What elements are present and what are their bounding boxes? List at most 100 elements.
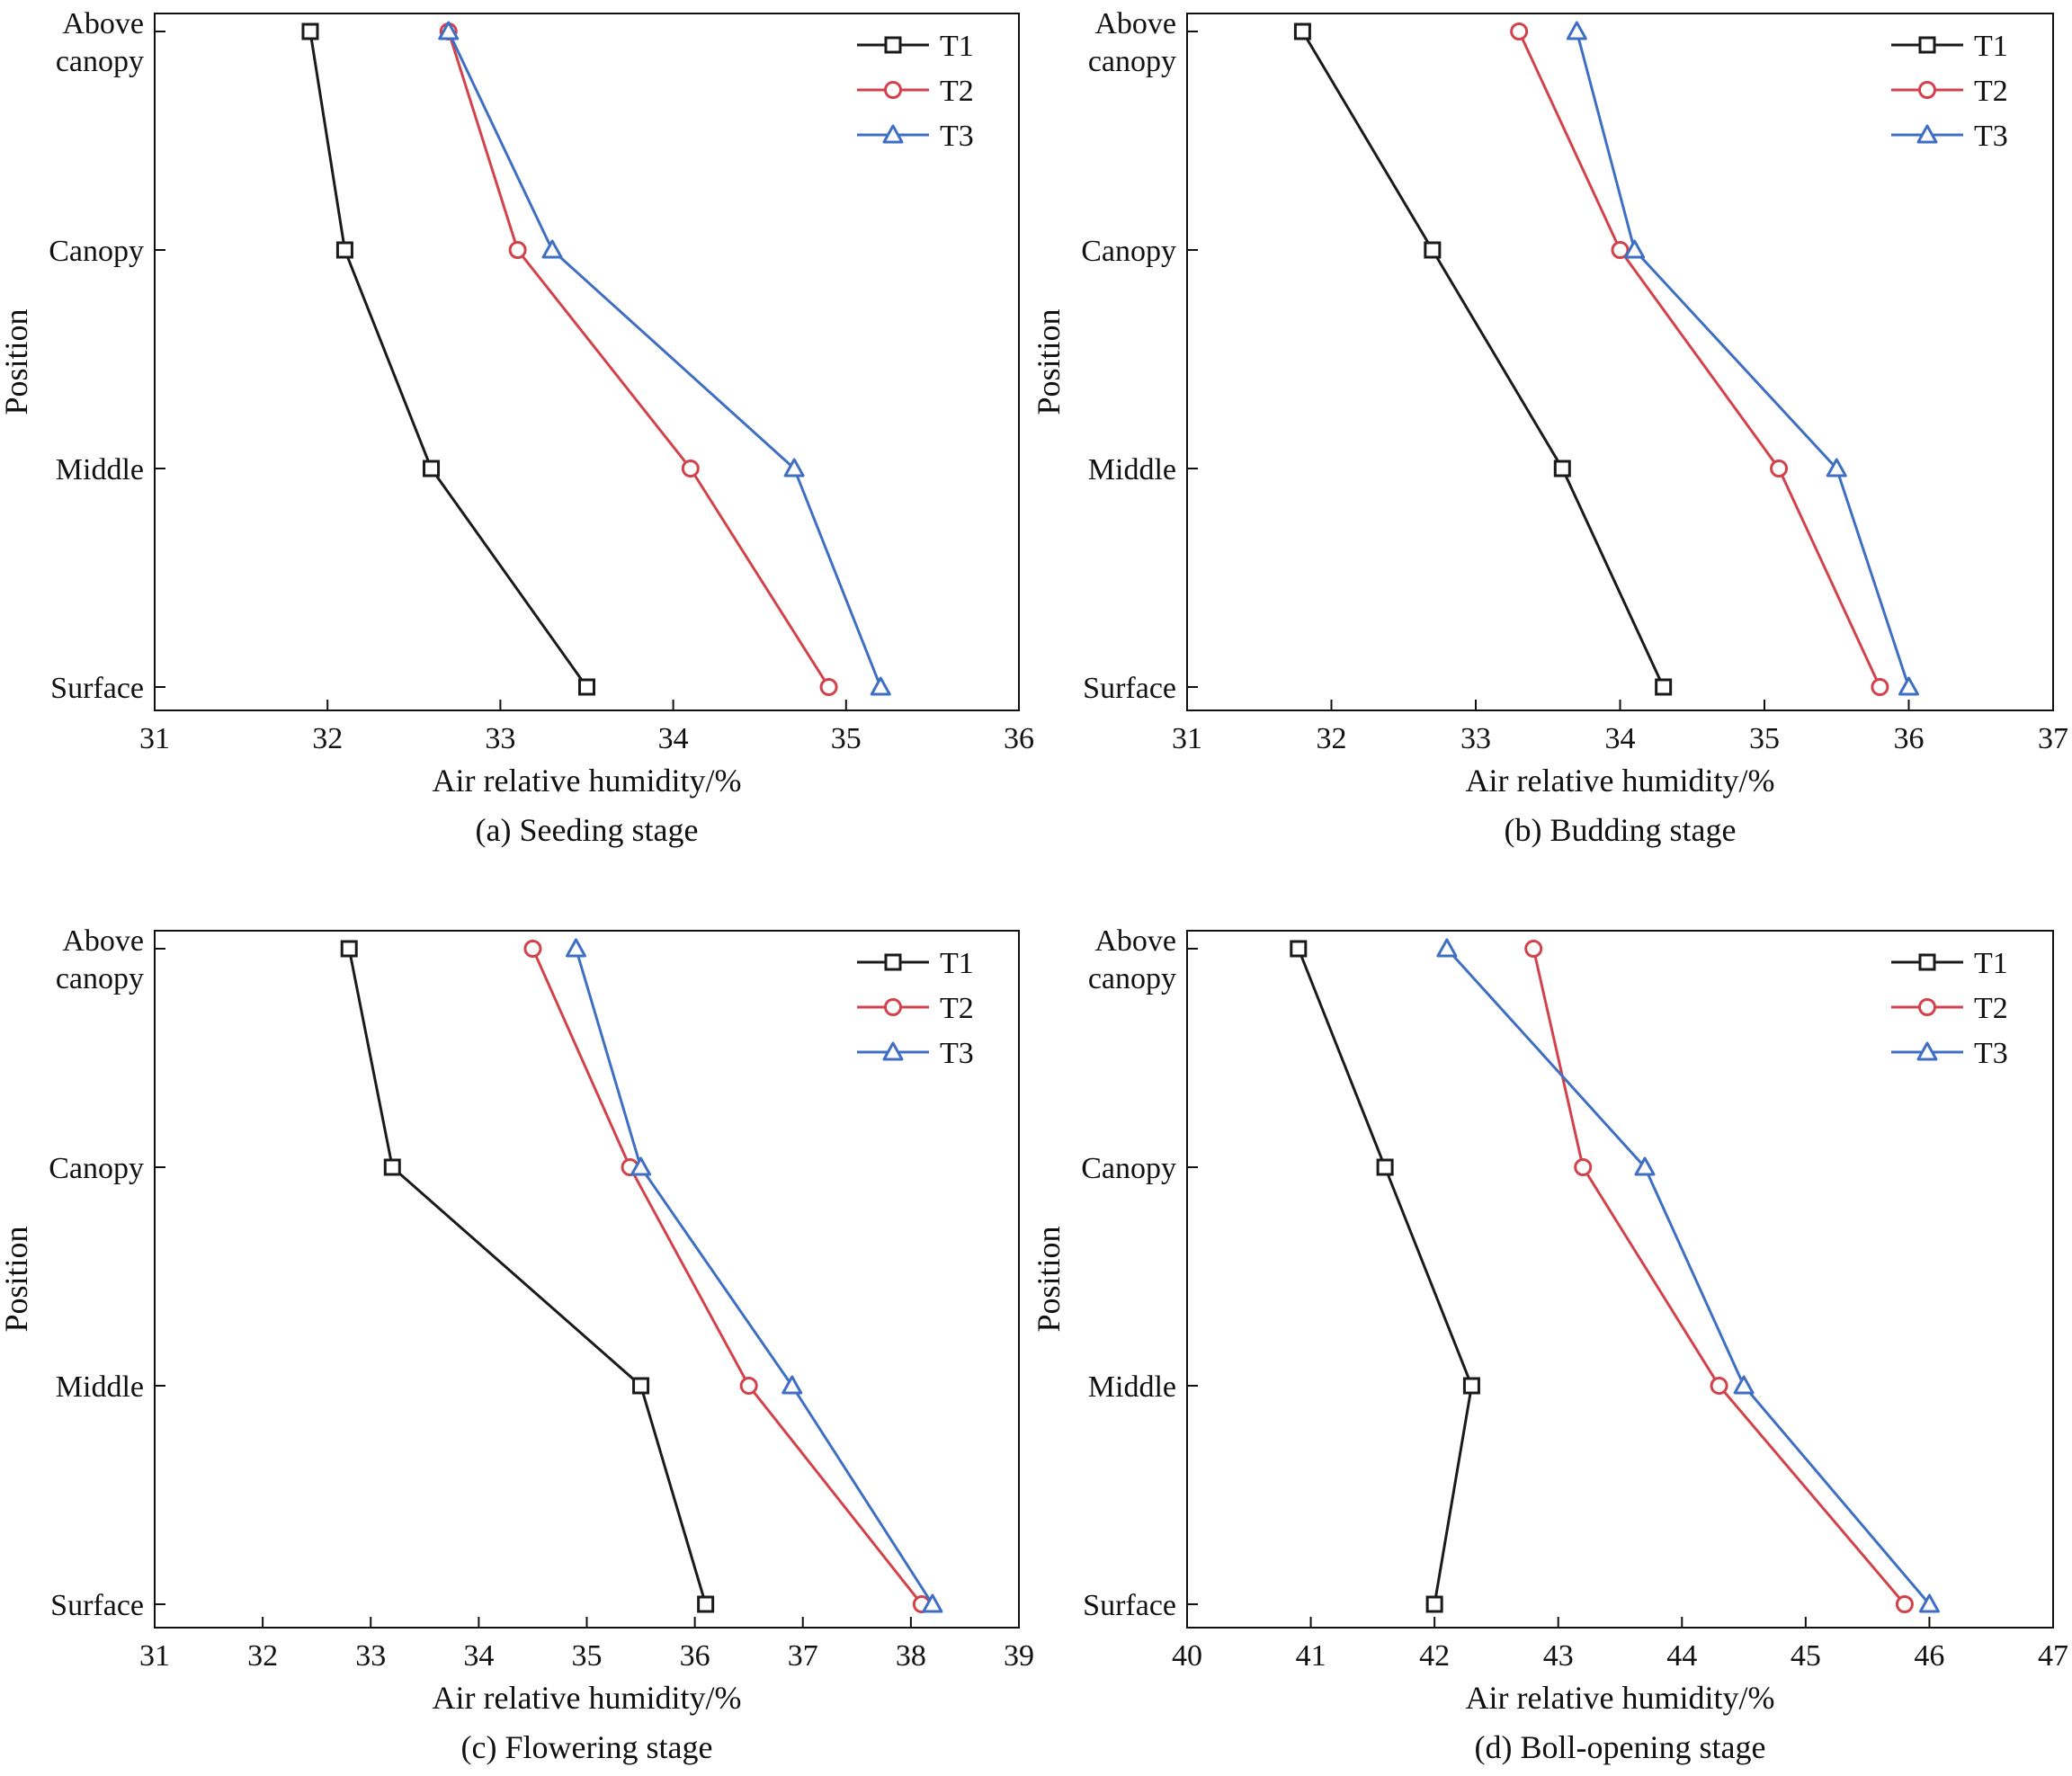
data-point-t1-d bbox=[1376, 1158, 1394, 1176]
legend-label-t1-b: T1 bbox=[1974, 30, 2008, 63]
y-category-label-c: Middle bbox=[56, 1370, 144, 1404]
legend-marker-t3-d bbox=[1916, 1041, 1938, 1061]
data-point-t1-d bbox=[1425, 1595, 1443, 1613]
series-line-t2-d bbox=[1532, 948, 1907, 1605]
legend-marker-t2-a bbox=[884, 81, 902, 99]
legend-label-t2-a: T2 bbox=[940, 75, 974, 108]
legend-marker-t3-a bbox=[882, 124, 904, 144]
data-point-t3-d bbox=[1918, 1593, 1940, 1613]
y-category-line-b: canopy bbox=[1088, 45, 1176, 78]
series-line-t3-c bbox=[575, 948, 934, 1605]
legend-label-t1-d: T1 bbox=[1974, 947, 2008, 980]
x-tick-label-c: 31 bbox=[139, 1639, 170, 1673]
data-point-t2-d bbox=[1574, 1158, 1593, 1176]
y-axis-title-d: Position bbox=[1031, 1226, 1067, 1332]
y-axis-title-a: Position bbox=[0, 308, 34, 415]
legend-marker-t2-b bbox=[1918, 81, 1936, 99]
plot-frame-d bbox=[1186, 930, 2054, 1629]
legend-label-t1-c: T1 bbox=[940, 947, 974, 980]
x-tick-label-d: 41 bbox=[1296, 1639, 1326, 1673]
x-axis-title-b: Air relative humidity/% bbox=[1466, 763, 1775, 799]
x-tick-label-d: 40 bbox=[1172, 1639, 1202, 1673]
x-tick-label-b: 31 bbox=[1172, 722, 1202, 755]
x-tick-label-d: 43 bbox=[1543, 1639, 1574, 1673]
y-category-label-c: Surface bbox=[50, 1589, 144, 1622]
y-category-label-a: Middle bbox=[56, 453, 144, 486]
legend-label-t2-b: T2 bbox=[1974, 75, 2008, 108]
data-point-t3-b bbox=[1898, 676, 1919, 696]
y-category-line-d: Above bbox=[1094, 924, 1176, 958]
legend-marker-t1-a bbox=[884, 36, 902, 54]
y-category-label-c: Above canopy bbox=[56, 924, 144, 995]
y-category-label-d: Canopy bbox=[1081, 1152, 1176, 1185]
x-tick-label-b: 33 bbox=[1460, 722, 1491, 755]
series-line-t2-b bbox=[1517, 31, 1881, 688]
x-tick-label-c: 36 bbox=[680, 1639, 710, 1673]
plot-frame-b bbox=[1186, 13, 2054, 711]
legend-marker-t1-c bbox=[884, 953, 902, 971]
x-tick-label-b: 35 bbox=[1749, 722, 1780, 755]
x-tick-label-b: 36 bbox=[1894, 722, 1925, 755]
data-point-t3-a bbox=[541, 239, 563, 259]
x-axis-title-a: Air relative humidity/% bbox=[433, 763, 742, 799]
x-tick-label-b: 37 bbox=[2038, 722, 2068, 755]
series-line-t3-a bbox=[447, 31, 882, 688]
x-tick-label-b: 34 bbox=[1605, 722, 1636, 755]
y-category-label-c: Canopy bbox=[49, 1152, 144, 1185]
y-category-label-a: Surface bbox=[50, 672, 144, 705]
data-point-t2-d bbox=[1524, 940, 1543, 958]
legend-marker-t3-c bbox=[882, 1041, 904, 1061]
legend-label-t2-c: T2 bbox=[940, 992, 974, 1025]
legend-label-t3-c: T3 bbox=[940, 1037, 974, 1070]
x-tick-label-c: 32 bbox=[247, 1639, 278, 1673]
data-point-t1-b bbox=[1293, 22, 1311, 40]
data-point-t1-c bbox=[632, 1377, 650, 1395]
x-axis-title-c: Air relative humidity/% bbox=[433, 1680, 742, 1716]
y-axis-title-c: Position bbox=[0, 1226, 34, 1332]
data-point-t1-d bbox=[1290, 940, 1308, 958]
chart-panel-a: 31 32 33 34 35 36 Above canopy Canopy Middle Surfa… bbox=[0, 7, 1034, 848]
data-point-t1-c bbox=[383, 1158, 401, 1176]
x-tick-label-a: 35 bbox=[831, 722, 862, 755]
y-category-line-a: Above bbox=[62, 7, 144, 40]
legend-marker-t1-b bbox=[1918, 36, 1936, 54]
chart-panel-b: 31 32 33 34 35 36 37 Above canopy Canopy Middle Sur… bbox=[1031, 7, 2068, 848]
panel-caption-d: (d) Boll-opening stage bbox=[1475, 1729, 1766, 1765]
x-tick-label-a: 36 bbox=[1004, 722, 1034, 755]
data-point-t1-b bbox=[1424, 241, 1442, 259]
data-point-t3-c bbox=[922, 1593, 943, 1613]
y-category-label-d: Above canopy bbox=[1088, 924, 1176, 995]
legend-marker-t2-d bbox=[1918, 998, 1936, 1016]
data-point-t1-c bbox=[697, 1595, 715, 1613]
data-point-t2-b bbox=[1770, 460, 1789, 477]
data-point-t3-b bbox=[1826, 458, 1847, 477]
y-category-label-d: Middle bbox=[1088, 1370, 1176, 1404]
y-category-label-a: Above canopy bbox=[56, 7, 144, 78]
x-axis-title-d: Air relative humidity/% bbox=[1466, 1680, 1775, 1716]
data-point-t3-c bbox=[630, 1156, 652, 1176]
data-point-t2-b bbox=[1871, 678, 1889, 696]
y-category-label-b: Above canopy bbox=[1088, 7, 1176, 78]
y-category-line-c: Above bbox=[62, 924, 144, 958]
y-category-label-b: Middle bbox=[1088, 453, 1176, 486]
data-point-t2-d bbox=[1895, 1595, 1914, 1613]
x-tick-label-c: 39 bbox=[1004, 1639, 1034, 1673]
legend-marker-t1-d bbox=[1918, 953, 1936, 971]
chart-panel-d: 40 41 42 43 44 45 46 47 Above canopy Canopy Middle S… bbox=[1031, 924, 2068, 1765]
y-axis-title-b: Position bbox=[1031, 308, 1067, 415]
data-point-t3-a bbox=[870, 676, 891, 696]
y-category-line-c: canopy bbox=[56, 962, 144, 995]
plot-frame-a bbox=[154, 13, 1020, 711]
y-category-label-b: Canopy bbox=[1081, 235, 1176, 268]
y-category-line-d: canopy bbox=[1088, 962, 1176, 995]
data-point-t2-b bbox=[1510, 22, 1529, 40]
data-point-t3-d bbox=[1634, 1156, 1656, 1176]
data-point-t2-c bbox=[739, 1377, 758, 1395]
panel-caption-c: (c) Flowering stage bbox=[461, 1729, 713, 1765]
y-category-label-b: Surface bbox=[1083, 672, 1176, 705]
data-point-t1-c bbox=[340, 940, 358, 958]
data-point-t3-d bbox=[1436, 938, 1458, 958]
series-line-t1-d bbox=[1297, 948, 1473, 1605]
x-tick-label-a: 31 bbox=[139, 722, 170, 755]
